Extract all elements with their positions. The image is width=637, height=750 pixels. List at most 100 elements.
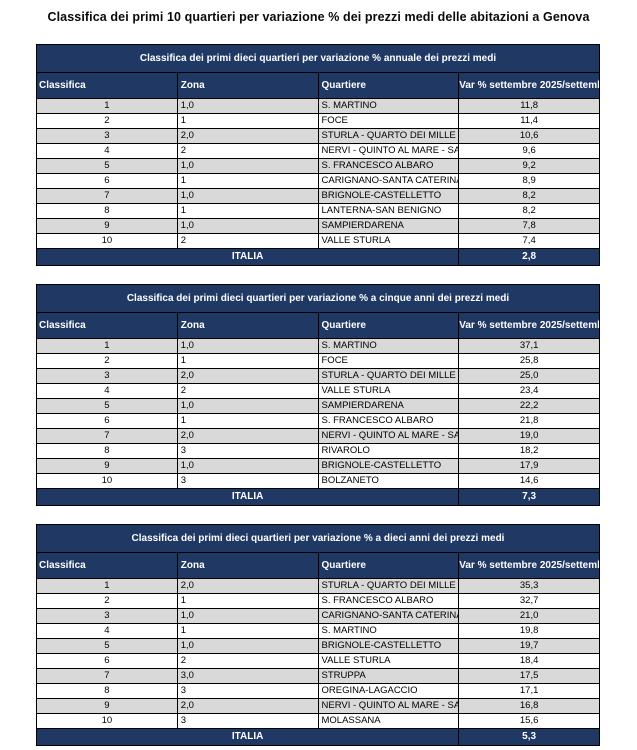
- zona-cell: 1: [176, 593, 319, 609]
- var-cell: 7,8: [458, 218, 600, 234]
- var-cell: 19,8: [458, 623, 600, 639]
- column-header-zona: Zona: [176, 72, 319, 99]
- rank-cell: 7: [36, 668, 178, 684]
- table-row: 5 1,0 BRIGNOLE-CASTELLETTO 19,7: [36, 638, 600, 654]
- quartiere-cell: S. MARTINO: [317, 623, 460, 639]
- quartiere-cell: VALLE STURLA: [317, 653, 460, 669]
- table-column-header-row: Classifica Zona Quartiere Var % settembr…: [36, 72, 600, 99]
- quartiere-cell: S. MARTINO: [317, 338, 460, 354]
- zona-cell: 1: [176, 113, 319, 129]
- rank-cell: 1: [36, 578, 178, 594]
- zona-cell: 1,0: [176, 608, 319, 624]
- rank-cell: 1: [36, 338, 178, 354]
- table-row: 5 1,0 S. FRANCESCO ALBARO 9,2: [36, 158, 600, 174]
- table-row: 4 1 S. MARTINO 19,8: [36, 623, 600, 639]
- zona-cell: 3: [176, 443, 319, 459]
- var-cell: 17,5: [458, 668, 600, 684]
- rank-cell: 6: [36, 653, 178, 669]
- italia-summary-row: ITALIA 2,8: [35, 248, 600, 266]
- var-cell: 32,7: [458, 593, 600, 609]
- quartiere-cell: SAMPIERDARENA: [317, 218, 460, 234]
- var-cell: 11,4: [458, 113, 600, 129]
- table-title: Classifica dei primi dieci quartieri per…: [36, 524, 600, 553]
- tables-container: Classifica dei primi dieci quartieri per…: [35, 44, 600, 746]
- table-row: 10 2 VALLE STURLA 7,4: [36, 233, 600, 249]
- rank-cell: 7: [36, 188, 178, 204]
- ranking-table: Classifica dei primi dieci quartieri per…: [35, 524, 600, 746]
- table-row: 1 1,0 S. MARTINO 37,1: [36, 338, 600, 354]
- italia-value: 7,3: [458, 488, 600, 506]
- table-row: 5 1,0 SAMPIERDARENA 22,2: [36, 398, 600, 414]
- table-row: 8 3 OREGINA-LAGACCIO 17,1: [36, 683, 600, 699]
- column-header-quartiere: Quartiere: [317, 72, 460, 99]
- rank-cell: 2: [36, 593, 178, 609]
- table-title-bar: Classifica dei primi dieci quartieri per…: [36, 44, 600, 73]
- column-header-quartiere: Quartiere: [317, 312, 460, 339]
- table-body: 1 2,0 STURLA - QUARTO DEI MILLE 35,3 2 1 S. FR…: [36, 578, 600, 729]
- rank-cell: 3: [36, 368, 178, 384]
- column-header-quartiere: Quartiere: [317, 552, 460, 579]
- zona-cell: 1: [176, 413, 319, 429]
- table-title: Classifica dei primi dieci quartieri per…: [36, 44, 600, 73]
- rank-cell: 4: [36, 143, 178, 159]
- column-header-var: Var % settembre 2025/settembre 2020: [458, 312, 600, 339]
- italia-summary-row: ITALIA 5,3: [35, 728, 600, 746]
- var-cell: 37,1: [458, 338, 600, 354]
- zona-cell: 1: [176, 173, 319, 189]
- var-cell: 25,8: [458, 353, 600, 369]
- column-header-var: Var % settembre 2025/settembre 2015: [458, 552, 600, 579]
- var-cell: 23,4: [458, 383, 600, 399]
- var-cell: 21,8: [458, 413, 600, 429]
- quartiere-cell: RIVAROLO: [317, 443, 460, 459]
- var-cell: 16,8: [458, 698, 600, 714]
- quartiere-cell: LANTERNA-SAN BENIGNO: [317, 203, 460, 219]
- rank-cell: 1: [36, 98, 178, 114]
- table-row: 3 2,0 STURLA - QUARTO DEI MILLE 25,0: [36, 368, 600, 384]
- zona-cell: 2,0: [176, 368, 319, 384]
- zona-cell: 3,0: [176, 668, 319, 684]
- quartiere-cell: MOLASSANA: [317, 713, 460, 729]
- rank-cell: 8: [36, 203, 178, 219]
- table-row: 3 1,0 CARIGNANO-SANTA CATERINA 21,0: [36, 608, 600, 624]
- rank-cell: 4: [36, 623, 178, 639]
- page-title: Classifica dei primi 10 quartieri per va…: [47, 10, 590, 24]
- table-row: 10 3 BOLZANETO 14,6: [36, 473, 600, 489]
- rank-cell: 3: [36, 608, 178, 624]
- ranking-table: Classifica dei primi dieci quartieri per…: [35, 284, 600, 506]
- italia-label: ITALIA: [35, 248, 460, 266]
- column-header-classifica: Classifica: [36, 552, 178, 579]
- table-row: 4 2 VALLE STURLA 23,4: [36, 383, 600, 399]
- quartiere-cell: S. FRANCESCO ALBARO: [317, 158, 460, 174]
- zona-cell: 1,0: [176, 158, 319, 174]
- zona-cell: 1,0: [176, 338, 319, 354]
- column-header-zona: Zona: [176, 312, 319, 339]
- column-header-classifica: Classifica: [36, 72, 178, 99]
- var-cell: 8,2: [458, 188, 600, 204]
- table-row: 1 2,0 STURLA - QUARTO DEI MILLE 35,3: [36, 578, 600, 594]
- rank-cell: 10: [36, 713, 178, 729]
- var-cell: 17,9: [458, 458, 600, 474]
- var-cell: 9,2: [458, 158, 600, 174]
- zona-cell: 2: [176, 653, 319, 669]
- quartiere-cell: SAMPIERDARENA: [317, 398, 460, 414]
- var-cell: 7,4: [458, 233, 600, 249]
- rank-cell: 5: [36, 158, 178, 174]
- rank-cell: 9: [36, 698, 178, 714]
- zona-cell: 1,0: [176, 218, 319, 234]
- quartiere-cell: BRIGNOLE-CASTELLETTO: [317, 638, 460, 654]
- zona-cell: 3: [176, 683, 319, 699]
- table-title: Classifica dei primi dieci quartieri per…: [36, 284, 600, 313]
- table-row: 6 1 CARIGNANO-SANTA CATERINA 8,9: [36, 173, 600, 189]
- table-row: 7 1,0 BRIGNOLE-CASTELLETTO 8,2: [36, 188, 600, 204]
- var-cell: 9,6: [458, 143, 600, 159]
- quartiere-cell: NERVI - QUINTO AL MARE - SANT'ILARIO: [317, 698, 460, 714]
- table-body: 1 1,0 S. MARTINO 37,1 2 1 FOCE 25,8 3 2,0 STURLA -…: [36, 338, 600, 489]
- var-cell: 18,2: [458, 443, 600, 459]
- rank-cell: 2: [36, 113, 178, 129]
- quartiere-cell: STURLA - QUARTO DEI MILLE: [317, 128, 460, 144]
- italia-value: 2,8: [458, 248, 600, 266]
- zona-cell: 1,0: [176, 458, 319, 474]
- zona-cell: 1: [176, 203, 319, 219]
- quartiere-cell: FOCE: [317, 353, 460, 369]
- table-body: 1 1,0 S. MARTINO 11,8 2 1 FOCE 11,4 3 2,0 STURLA -…: [36, 98, 600, 249]
